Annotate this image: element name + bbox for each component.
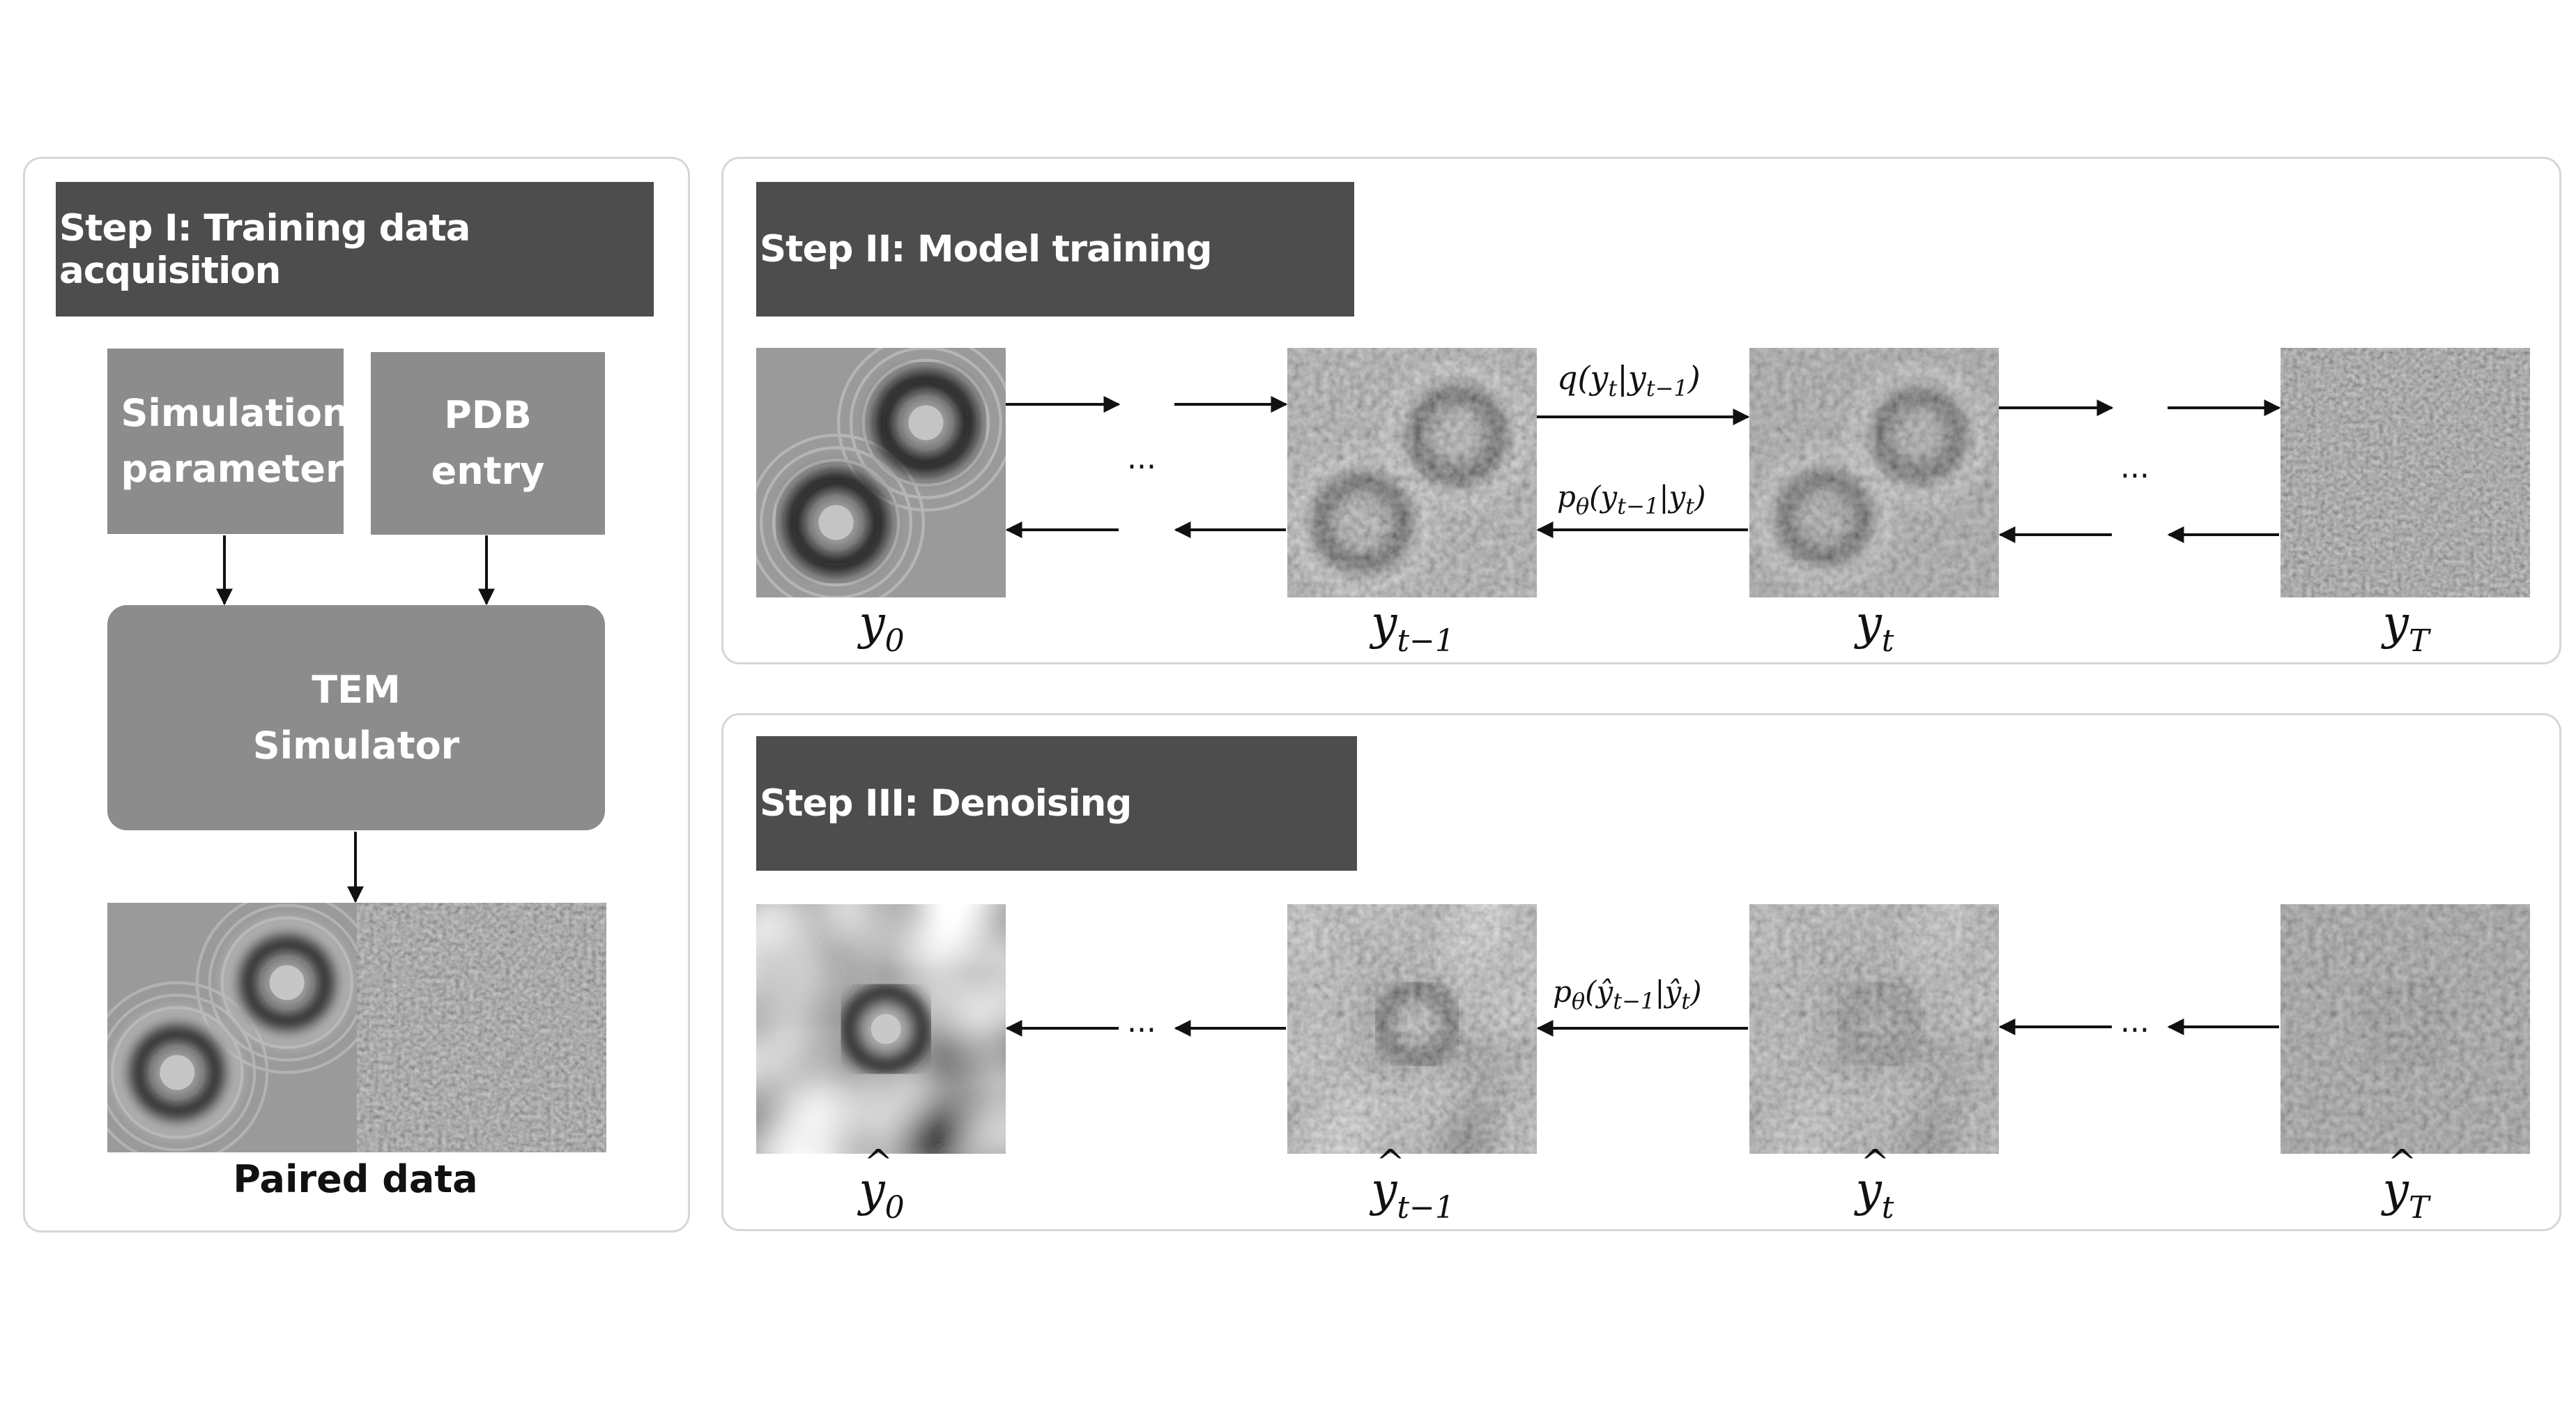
step2-image-yT xyxy=(2280,348,2530,597)
step2-image-yt xyxy=(1749,348,1999,597)
pdb-entry-label: PDB entry xyxy=(431,393,545,493)
forward-fn-end: ) xyxy=(1687,359,1701,397)
label-yT-main: y xyxy=(2382,596,2409,650)
label-ythat-sub: t xyxy=(1881,1190,1894,1226)
label-yt-1-main: y xyxy=(1371,596,1397,650)
label-yThat-sub: T xyxy=(2408,1190,2430,1226)
paired-data-label: Paired data xyxy=(233,1157,478,1201)
denoise-fn-p: p xyxy=(1553,975,1572,1009)
label-y0-main: y xyxy=(859,596,885,650)
step2-ellipsis-right: ... xyxy=(2120,450,2149,485)
label-yt-sub: t xyxy=(1881,623,1894,659)
label-yt-1: yt−1 xyxy=(1287,596,1538,659)
paired-noisy-image xyxy=(357,903,606,1152)
label-yt-1-sub: t−1 xyxy=(1397,623,1455,659)
label-y0hat: y0 xyxy=(756,1142,1007,1226)
step2-title: Step II: Model training xyxy=(756,182,1354,316)
label-ythat: yt xyxy=(1749,1142,2000,1226)
denoise-fn-a: (ŷ xyxy=(1585,975,1613,1009)
label-yT: yT xyxy=(2280,596,2531,659)
reverse-fn-p: p xyxy=(1557,480,1576,514)
forward-fn-mid: |y xyxy=(1617,359,1646,397)
reverse-fn-sub1: t−1 xyxy=(1617,493,1659,519)
forward-fn-a: q(y xyxy=(1557,359,1609,397)
denoise-fn-sub1: t−1 xyxy=(1613,988,1655,1014)
step3-ellipsis-left: ... xyxy=(1127,1004,1156,1039)
step2-image-yt-1 xyxy=(1287,348,1537,597)
denoise-fn-mid: |ŷ xyxy=(1655,975,1682,1009)
label-yThat: yT xyxy=(2280,1142,2531,1226)
reverse-process-label: pθ(yt−1|yt) xyxy=(1557,480,1705,519)
label-yt-1hat: yt−1 xyxy=(1287,1142,1538,1226)
paired-clean-image xyxy=(107,903,357,1152)
reverse-fn-sub2: t xyxy=(1685,493,1695,519)
reverse-fn-end: ) xyxy=(1694,480,1706,514)
step3-title: Step III: Denoising xyxy=(756,736,1357,871)
label-yt-1hat-main: y xyxy=(1371,1142,1405,1216)
label-y0: y0 xyxy=(756,596,1007,659)
label-yt: yt xyxy=(1749,596,2000,659)
step3-image-y0hat xyxy=(756,904,1006,1154)
forward-fn-sub2: t−1 xyxy=(1646,375,1688,402)
label-yThat-main: y xyxy=(2383,1142,2417,1216)
denoise-fn-theta: θ xyxy=(1571,988,1586,1014)
denoise-fn-end: ) xyxy=(1690,975,1702,1009)
label-y0hat-main: y xyxy=(859,1142,893,1216)
simulation-parameters-label: Simulation parameters xyxy=(121,391,367,491)
tem-simulator-box: TEM Simulator xyxy=(107,605,605,830)
tem-simulator-label: TEM Simulator xyxy=(252,667,460,768)
denoise-process-label: pθ(ŷt−1|ŷt) xyxy=(1553,975,1701,1014)
reverse-fn-a: (y xyxy=(1589,480,1618,514)
denoise-fn-sub2: t xyxy=(1681,988,1691,1014)
label-yt-1hat-sub: t−1 xyxy=(1397,1190,1455,1226)
step3-image-ythat xyxy=(1749,904,1999,1154)
step2-image-y0 xyxy=(756,348,1006,597)
step2-ellipsis-left: ... xyxy=(1127,441,1156,476)
reverse-fn-mid: |y xyxy=(1659,480,1686,514)
label-yt-main: y xyxy=(1855,596,1882,650)
label-ythat-main: y xyxy=(1856,1142,1890,1216)
simulation-parameters-box: Simulation parameters xyxy=(107,349,367,534)
pdb-entry-box: PDB entry xyxy=(371,352,605,535)
step3-ellipsis-right: ... xyxy=(2120,1004,2149,1039)
forward-process-label: q(yt|yt−1) xyxy=(1557,359,1701,402)
reverse-fn-theta: θ xyxy=(1575,493,1590,519)
step3-image-yThat xyxy=(2280,904,2530,1154)
step1-title: Step I: Training data acquisition xyxy=(56,182,654,316)
label-yT-sub: T xyxy=(2408,623,2430,659)
step3-image-yt-1hat xyxy=(1287,904,1537,1154)
label-y0hat-sub: 0 xyxy=(884,1190,905,1226)
forward-fn-sub1: t xyxy=(1608,375,1618,402)
label-y0-sub: 0 xyxy=(884,623,905,659)
